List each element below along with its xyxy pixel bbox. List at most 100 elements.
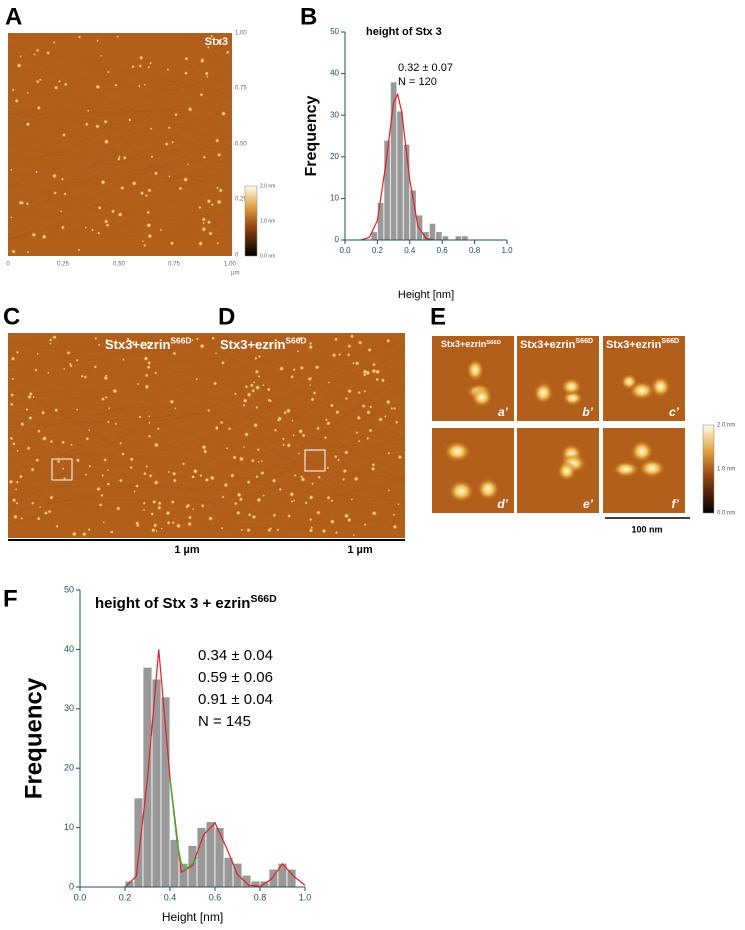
particle <box>84 226 88 229</box>
colorbar-label: 0.0 nm <box>717 511 735 517</box>
particle <box>211 336 216 341</box>
particle <box>329 519 336 525</box>
particle <box>107 406 111 410</box>
particle <box>308 494 314 501</box>
fit-curve <box>361 92 435 241</box>
particle <box>262 494 266 497</box>
scan-line <box>7 151 233 196</box>
particle <box>375 377 380 382</box>
particle <box>43 510 49 516</box>
particle <box>397 502 400 506</box>
particle <box>247 512 252 517</box>
particle <box>255 474 259 479</box>
particle <box>343 449 349 455</box>
scan-line <box>217 409 406 520</box>
particle <box>208 230 214 236</box>
particle <box>183 70 189 76</box>
particle <box>18 474 24 479</box>
particle <box>110 209 116 214</box>
particle <box>308 344 314 350</box>
particle <box>167 126 171 130</box>
bar <box>196 827 207 888</box>
particle <box>260 470 265 476</box>
scan-line <box>7 499 233 511</box>
particle <box>371 362 377 367</box>
particle <box>249 383 255 388</box>
scan-line <box>7 382 233 436</box>
particle <box>141 240 145 243</box>
label-sup: S66D <box>486 339 501 345</box>
scale-label: 1 µm <box>347 544 373 556</box>
particle <box>15 480 19 484</box>
particle <box>53 407 59 413</box>
particle <box>144 373 149 378</box>
particle <box>169 240 175 246</box>
particle <box>77 35 82 39</box>
particle <box>34 457 40 463</box>
particle <box>556 460 577 482</box>
particle <box>103 219 109 224</box>
particle <box>276 340 280 344</box>
scan-line <box>217 397 406 442</box>
particle <box>86 109 90 113</box>
panel-letter: E <box>430 303 446 330</box>
particle <box>207 515 214 522</box>
bar <box>396 110 404 241</box>
particle <box>106 70 110 74</box>
particle <box>174 406 177 410</box>
scan-line <box>217 339 406 428</box>
particle <box>206 219 212 225</box>
image-label: Stx3 <box>205 36 228 48</box>
particle <box>447 479 475 503</box>
scan-line <box>7 147 233 175</box>
particle <box>41 234 47 240</box>
scan-line <box>7 450 233 464</box>
particle <box>63 192 67 196</box>
scan-line <box>7 75 233 128</box>
particle <box>385 399 391 405</box>
particle <box>164 141 169 147</box>
particle <box>202 221 205 225</box>
particle <box>308 341 313 346</box>
particle <box>104 395 108 400</box>
particle <box>166 68 170 72</box>
particle <box>368 428 373 433</box>
x-tick-label: 0.0 <box>339 246 351 255</box>
particle <box>289 491 295 497</box>
particle <box>165 510 171 516</box>
particle <box>93 364 98 369</box>
particle <box>121 452 126 457</box>
particle <box>175 523 182 529</box>
particle <box>347 343 352 349</box>
particle <box>341 477 346 482</box>
particle <box>560 378 583 396</box>
particle <box>134 483 140 489</box>
panel-letter: A <box>5 3 22 30</box>
particle <box>212 381 218 386</box>
colorbar-label: 2.0 nm <box>717 423 735 429</box>
particle <box>253 356 258 361</box>
particle <box>52 40 56 45</box>
particle <box>336 458 341 462</box>
particle <box>307 376 312 382</box>
particle <box>271 478 277 484</box>
y-tick-label: 50 <box>330 27 339 36</box>
particle <box>334 409 340 415</box>
particle <box>443 440 472 463</box>
particle <box>214 138 220 144</box>
particle <box>178 186 183 191</box>
particle <box>210 203 215 207</box>
particle <box>216 199 222 205</box>
scan-line <box>7 443 233 488</box>
particle <box>138 415 142 419</box>
scan-line <box>7 86 233 216</box>
particle <box>16 62 22 69</box>
particle <box>56 459 61 464</box>
scan-line <box>7 157 233 243</box>
particle <box>380 378 386 383</box>
particle <box>19 55 22 58</box>
particle <box>171 521 175 525</box>
scan-line <box>7 451 233 500</box>
y-tick-label: 40 <box>64 644 74 654</box>
particle <box>326 466 330 470</box>
